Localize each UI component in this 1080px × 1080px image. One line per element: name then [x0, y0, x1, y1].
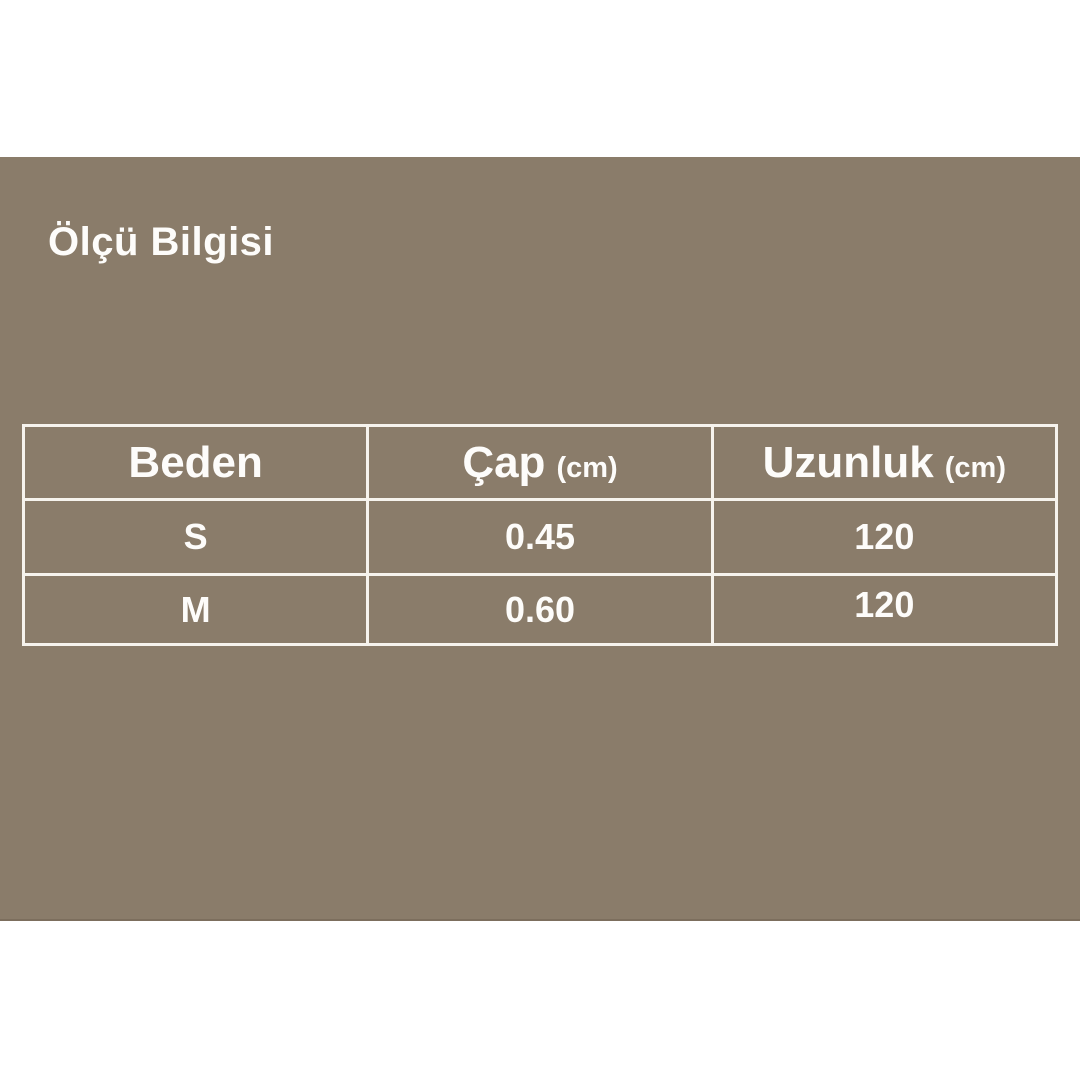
cell-length: 120 — [710, 573, 1059, 646]
cell-diameter: 0.45 — [366, 498, 714, 576]
size-info-panel: Ölçü Bilgisi Beden Çap (cm) Uzunluk (cm) — [0, 157, 1080, 921]
cell-length: 120 — [710, 498, 1059, 576]
column-header-uzunluk: Uzunluk (cm) — [710, 424, 1059, 501]
column-header-unit: (cm) — [556, 451, 618, 484]
table-row: M 0.60 120 — [21, 573, 1059, 646]
column-header-beden: Beden — [21, 424, 370, 501]
column-header-cap: Çap (cm) — [366, 424, 714, 501]
column-header-label: Çap — [462, 437, 546, 487]
cell-size: M — [21, 573, 370, 646]
column-header-label: Uzunluk — [762, 437, 934, 487]
cell-diameter: 0.60 — [366, 573, 714, 646]
column-header-label: Beden — [128, 437, 263, 487]
cell-size: S — [21, 498, 370, 576]
column-header-unit: (cm) — [944, 451, 1006, 484]
table-row: S 0.45 120 — [21, 498, 1059, 576]
page-title: Ölçü Bilgisi — [48, 220, 275, 264]
table-header-row: Beden Çap (cm) Uzunluk (cm) — [21, 424, 1059, 501]
size-table: Beden Çap (cm) Uzunluk (cm) S 0.45 120 — [21, 424, 1059, 646]
